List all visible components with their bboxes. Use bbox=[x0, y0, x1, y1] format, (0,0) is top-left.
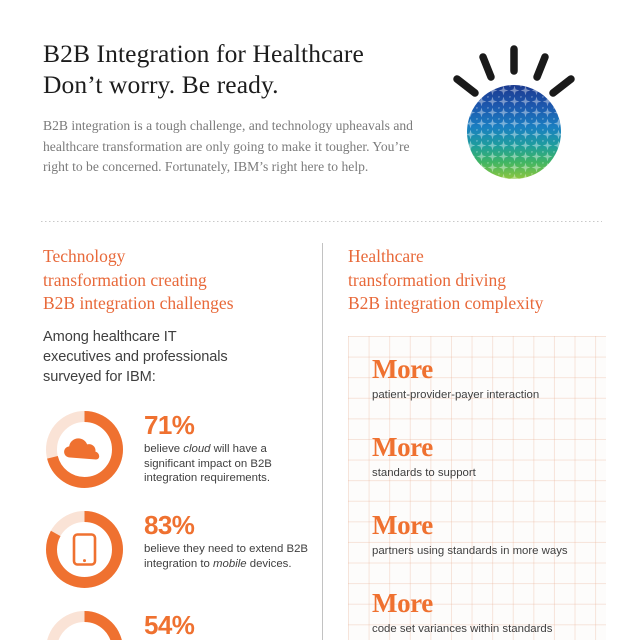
more-list-item: More partners using standards in more wa… bbox=[372, 511, 612, 589]
left-column-lead-copy: Among healthcare IT executives and profe… bbox=[43, 327, 305, 387]
donut-chart-54 bbox=[43, 608, 126, 640]
more-list-item: More code set variances within standards bbox=[372, 589, 612, 640]
header-section: B2B Integration for Healthcare Don’t wor… bbox=[0, 0, 640, 222]
mobile-device-icon bbox=[72, 533, 97, 566]
ray-group bbox=[453, 45, 575, 97]
left-column: Technology transformation creating B2B i… bbox=[43, 245, 305, 387]
stat-description: believe they need to extend B2B integrat… bbox=[144, 543, 309, 570]
lead-line-1: Among healthcare IT bbox=[43, 328, 177, 345]
right-column: Healthcare transformation driving B2B in… bbox=[348, 245, 610, 316]
right-heading-line-1: Healthcare bbox=[348, 246, 424, 266]
stat-value: 54% bbox=[144, 610, 195, 640]
statistics-list: 71% believe cloud will have a significan… bbox=[43, 408, 313, 640]
more-word: More bbox=[372, 510, 433, 540]
stat-text-block: 54% bbox=[144, 611, 312, 640]
vertical-column-divider bbox=[322, 243, 323, 640]
left-heading-line-2: transformation creating bbox=[43, 269, 207, 290]
headline-line-2: Don’t worry. Be ready. bbox=[43, 70, 279, 99]
more-word: More bbox=[372, 588, 433, 618]
more-list-item: More standards to support bbox=[372, 433, 612, 511]
stat-value: 83% bbox=[144, 510, 195, 540]
left-heading-line-1: Technology bbox=[43, 246, 126, 266]
more-items-list: More patient-provider-payer interaction … bbox=[372, 355, 612, 640]
donut-chart-83 bbox=[43, 508, 126, 591]
left-column-heading: Technology transformation creating B2B i… bbox=[43, 245, 305, 316]
more-word: More bbox=[372, 354, 433, 384]
cloud-icon bbox=[64, 438, 100, 460]
page-title: B2B Integration for Healthcare Don’t wor… bbox=[43, 38, 443, 100]
more-description: standards to support bbox=[372, 467, 476, 479]
left-heading-line-3: B2B integration challenges bbox=[43, 293, 234, 313]
donut-chart-71 bbox=[43, 408, 126, 491]
horizontal-dotted-divider bbox=[41, 221, 602, 222]
stat-value: 71% bbox=[144, 410, 195, 440]
ibm-smarter-planet-icon bbox=[443, 41, 603, 181]
more-description: patient-provider-payer interaction bbox=[372, 389, 540, 401]
lead-line-2: executives and professionals bbox=[43, 348, 228, 365]
stat-item: 71% believe cloud will have a significan… bbox=[43, 408, 313, 508]
stat-item: 54% bbox=[43, 608, 313, 640]
right-heading-line-3: B2B integration complexity bbox=[348, 293, 544, 313]
grid-background-panel bbox=[348, 336, 606, 640]
header-subcopy: B2B integration is a tough challenge, an… bbox=[43, 118, 413, 174]
stat-item: 83% believe they need to extend B2B inte… bbox=[43, 508, 313, 608]
more-description: code set variances within standards bbox=[372, 623, 553, 635]
more-word: More bbox=[372, 432, 433, 462]
stat-text-block: 83% believe they need to extend B2B inte… bbox=[144, 511, 312, 571]
headline-line-1: B2B Integration for Healthcare bbox=[43, 39, 364, 68]
more-description: partners using standards in more ways bbox=[372, 545, 568, 557]
lead-line-3: surveyed for IBM: bbox=[43, 368, 156, 385]
more-list-item: More patient-provider-payer interaction bbox=[372, 355, 612, 433]
right-heading-line-2: transformation driving bbox=[348, 269, 506, 290]
right-column-heading: Healthcare transformation driving B2B in… bbox=[348, 245, 610, 316]
stat-text-block: 71% believe cloud will have a significan… bbox=[144, 411, 312, 486]
stat-description: believe cloud will have a significant im… bbox=[144, 443, 272, 485]
header-text-block: B2B Integration for Healthcare Don’t wor… bbox=[43, 38, 443, 178]
